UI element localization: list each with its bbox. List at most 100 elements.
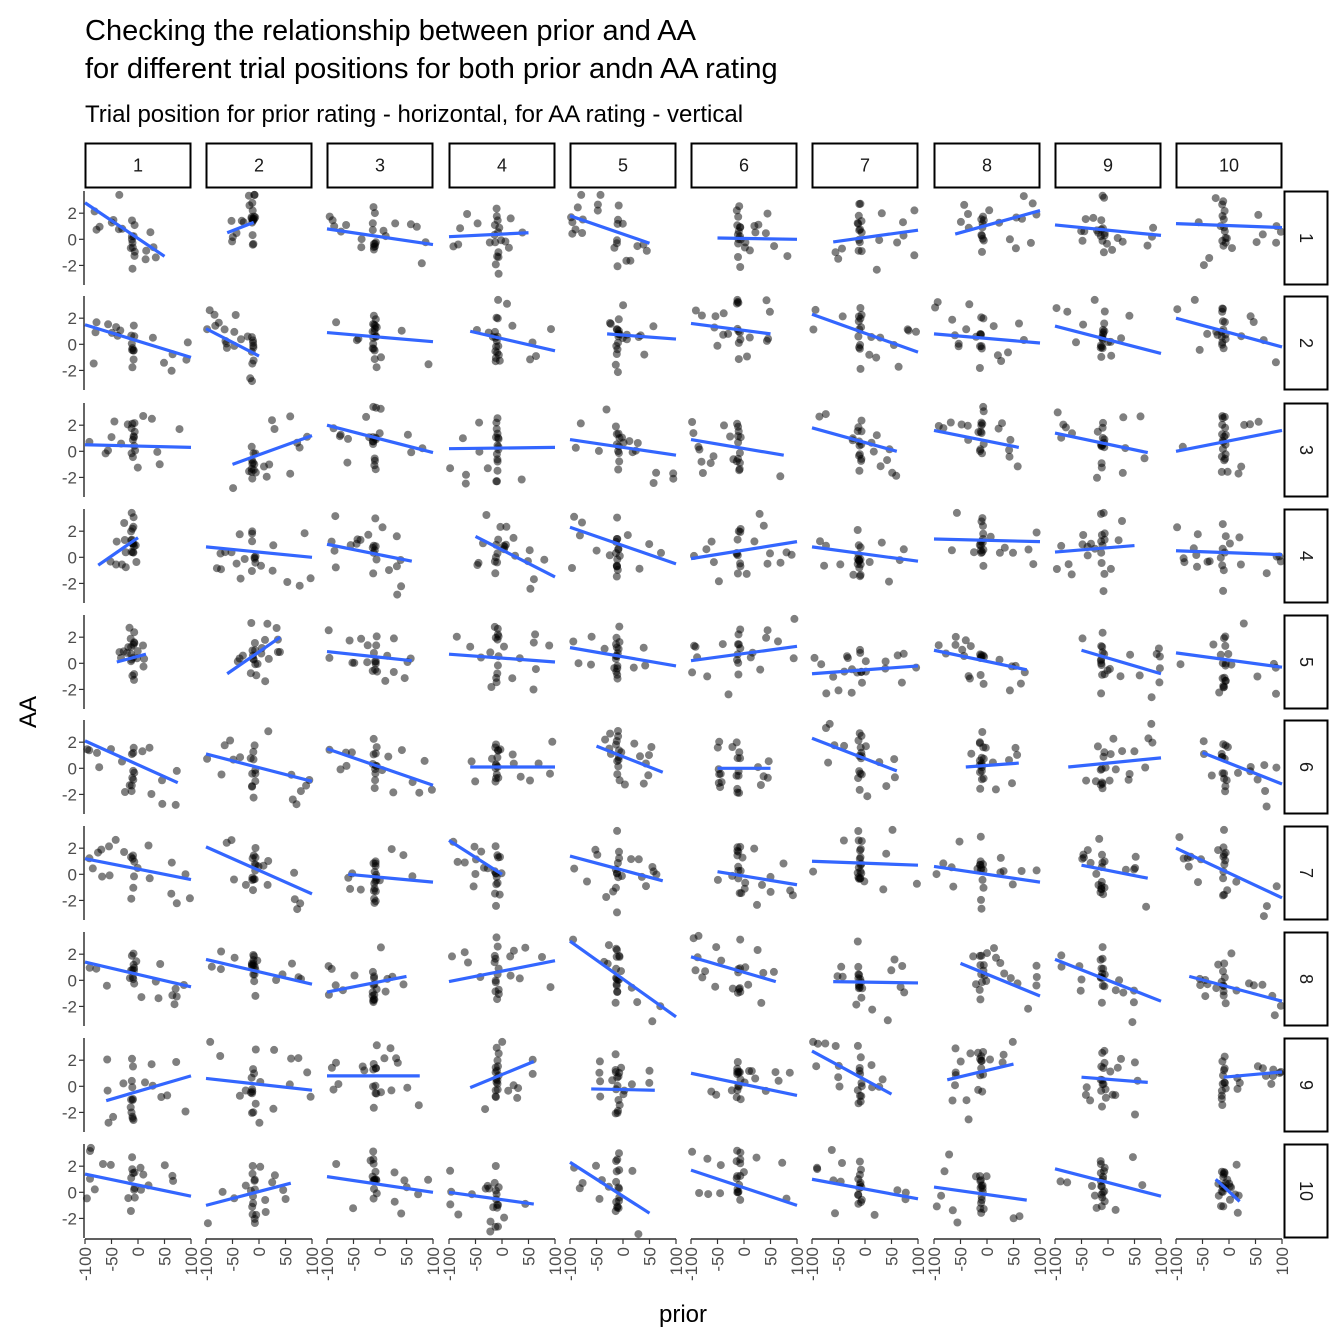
data-point bbox=[406, 220, 415, 229]
data-point bbox=[493, 429, 502, 438]
data-point bbox=[614, 465, 623, 474]
data-point bbox=[1081, 215, 1090, 224]
data-point bbox=[931, 303, 940, 312]
x-tick-label: -50 bbox=[709, 1247, 728, 1272]
data-point bbox=[750, 844, 759, 853]
facet-panel bbox=[959, 944, 1041, 1013]
regression-line bbox=[833, 980, 919, 985]
data-point bbox=[408, 872, 417, 881]
data-point bbox=[734, 670, 743, 679]
data-point bbox=[1233, 1084, 1242, 1093]
data-point bbox=[1108, 245, 1117, 254]
data-point bbox=[491, 978, 500, 987]
facet-strip-row-2 bbox=[1283, 295, 1329, 391]
data-point bbox=[346, 884, 355, 893]
data-point bbox=[103, 1055, 112, 1064]
data-point bbox=[1024, 545, 1033, 554]
data-point bbox=[330, 546, 339, 555]
data-point bbox=[999, 1050, 1008, 1059]
data-point bbox=[249, 951, 258, 959]
data-point bbox=[613, 869, 622, 877]
data-point bbox=[364, 530, 373, 539]
data-point bbox=[1079, 320, 1088, 329]
facet-panel bbox=[448, 837, 506, 910]
data-point bbox=[869, 447, 878, 456]
data-point bbox=[706, 459, 715, 468]
data-point bbox=[531, 630, 540, 639]
data-point bbox=[133, 463, 142, 472]
regression-line bbox=[717, 236, 798, 241]
y-tick-label: 2 bbox=[68, 628, 77, 647]
data-point bbox=[737, 889, 746, 898]
data-point bbox=[1219, 1202, 1228, 1211]
data-point bbox=[248, 474, 257, 483]
facet-panel bbox=[97, 508, 141, 572]
data-point bbox=[1092, 1203, 1101, 1212]
data-point bbox=[963, 421, 972, 430]
data-point bbox=[593, 206, 602, 215]
data-point bbox=[532, 352, 540, 361]
data-point bbox=[158, 776, 166, 785]
data-point bbox=[106, 1160, 115, 1169]
data-point bbox=[997, 357, 1006, 365]
data-point bbox=[1173, 523, 1182, 532]
facet-panel bbox=[831, 199, 919, 274]
data-point bbox=[1221, 782, 1230, 791]
data-point bbox=[857, 731, 866, 740]
data-point bbox=[112, 323, 121, 332]
data-point bbox=[712, 943, 721, 952]
facet-panel bbox=[326, 311, 434, 372]
data-point bbox=[1100, 535, 1109, 544]
data-point bbox=[417, 259, 426, 268]
data-point bbox=[171, 800, 180, 809]
data-point bbox=[1149, 223, 1158, 232]
data-point bbox=[230, 327, 239, 336]
data-point bbox=[1078, 634, 1087, 643]
data-point bbox=[229, 484, 238, 493]
data-point bbox=[946, 418, 955, 427]
data-point bbox=[147, 1060, 156, 1069]
data-point bbox=[424, 1175, 433, 1184]
data-point bbox=[325, 653, 334, 662]
data-point bbox=[491, 1222, 500, 1231]
data-point bbox=[1138, 1181, 1147, 1190]
data-point bbox=[854, 1099, 863, 1108]
regression-line bbox=[1175, 428, 1283, 453]
data-point bbox=[248, 377, 256, 386]
regression-line bbox=[326, 1175, 434, 1194]
data-point bbox=[1180, 558, 1189, 567]
data-point bbox=[976, 427, 985, 436]
data-point bbox=[1235, 1078, 1244, 1087]
data-point bbox=[811, 305, 820, 314]
data-point bbox=[251, 1099, 260, 1108]
data-point bbox=[755, 509, 764, 518]
data-point bbox=[903, 325, 912, 334]
data-point bbox=[129, 321, 138, 330]
data-point bbox=[460, 858, 469, 867]
regression-line bbox=[811, 1177, 919, 1201]
data-point bbox=[753, 900, 761, 909]
facet-strip-col-6 bbox=[690, 142, 798, 189]
data-point bbox=[1239, 619, 1248, 628]
data-point bbox=[966, 1049, 975, 1058]
data-point bbox=[1220, 860, 1229, 869]
data-point bbox=[1111, 765, 1120, 774]
data-point bbox=[1218, 1101, 1227, 1109]
data-point bbox=[1129, 998, 1138, 1007]
data-point bbox=[121, 788, 129, 796]
data-point bbox=[955, 837, 964, 846]
data-point bbox=[1271, 358, 1280, 367]
regression-line bbox=[469, 1060, 535, 1090]
data-point bbox=[456, 224, 465, 233]
facet-panel bbox=[1081, 1046, 1148, 1119]
data-point bbox=[977, 904, 986, 913]
data-point bbox=[1219, 566, 1228, 575]
data-point bbox=[1111, 986, 1120, 995]
facet-panel bbox=[1175, 619, 1283, 698]
data-point bbox=[227, 836, 236, 845]
x-tick-label: -50 bbox=[588, 1247, 607, 1272]
data-point bbox=[757, 998, 766, 1007]
data-point bbox=[957, 420, 966, 429]
x-tick-label: 100 bbox=[788, 1247, 807, 1275]
data-point bbox=[1064, 560, 1073, 569]
